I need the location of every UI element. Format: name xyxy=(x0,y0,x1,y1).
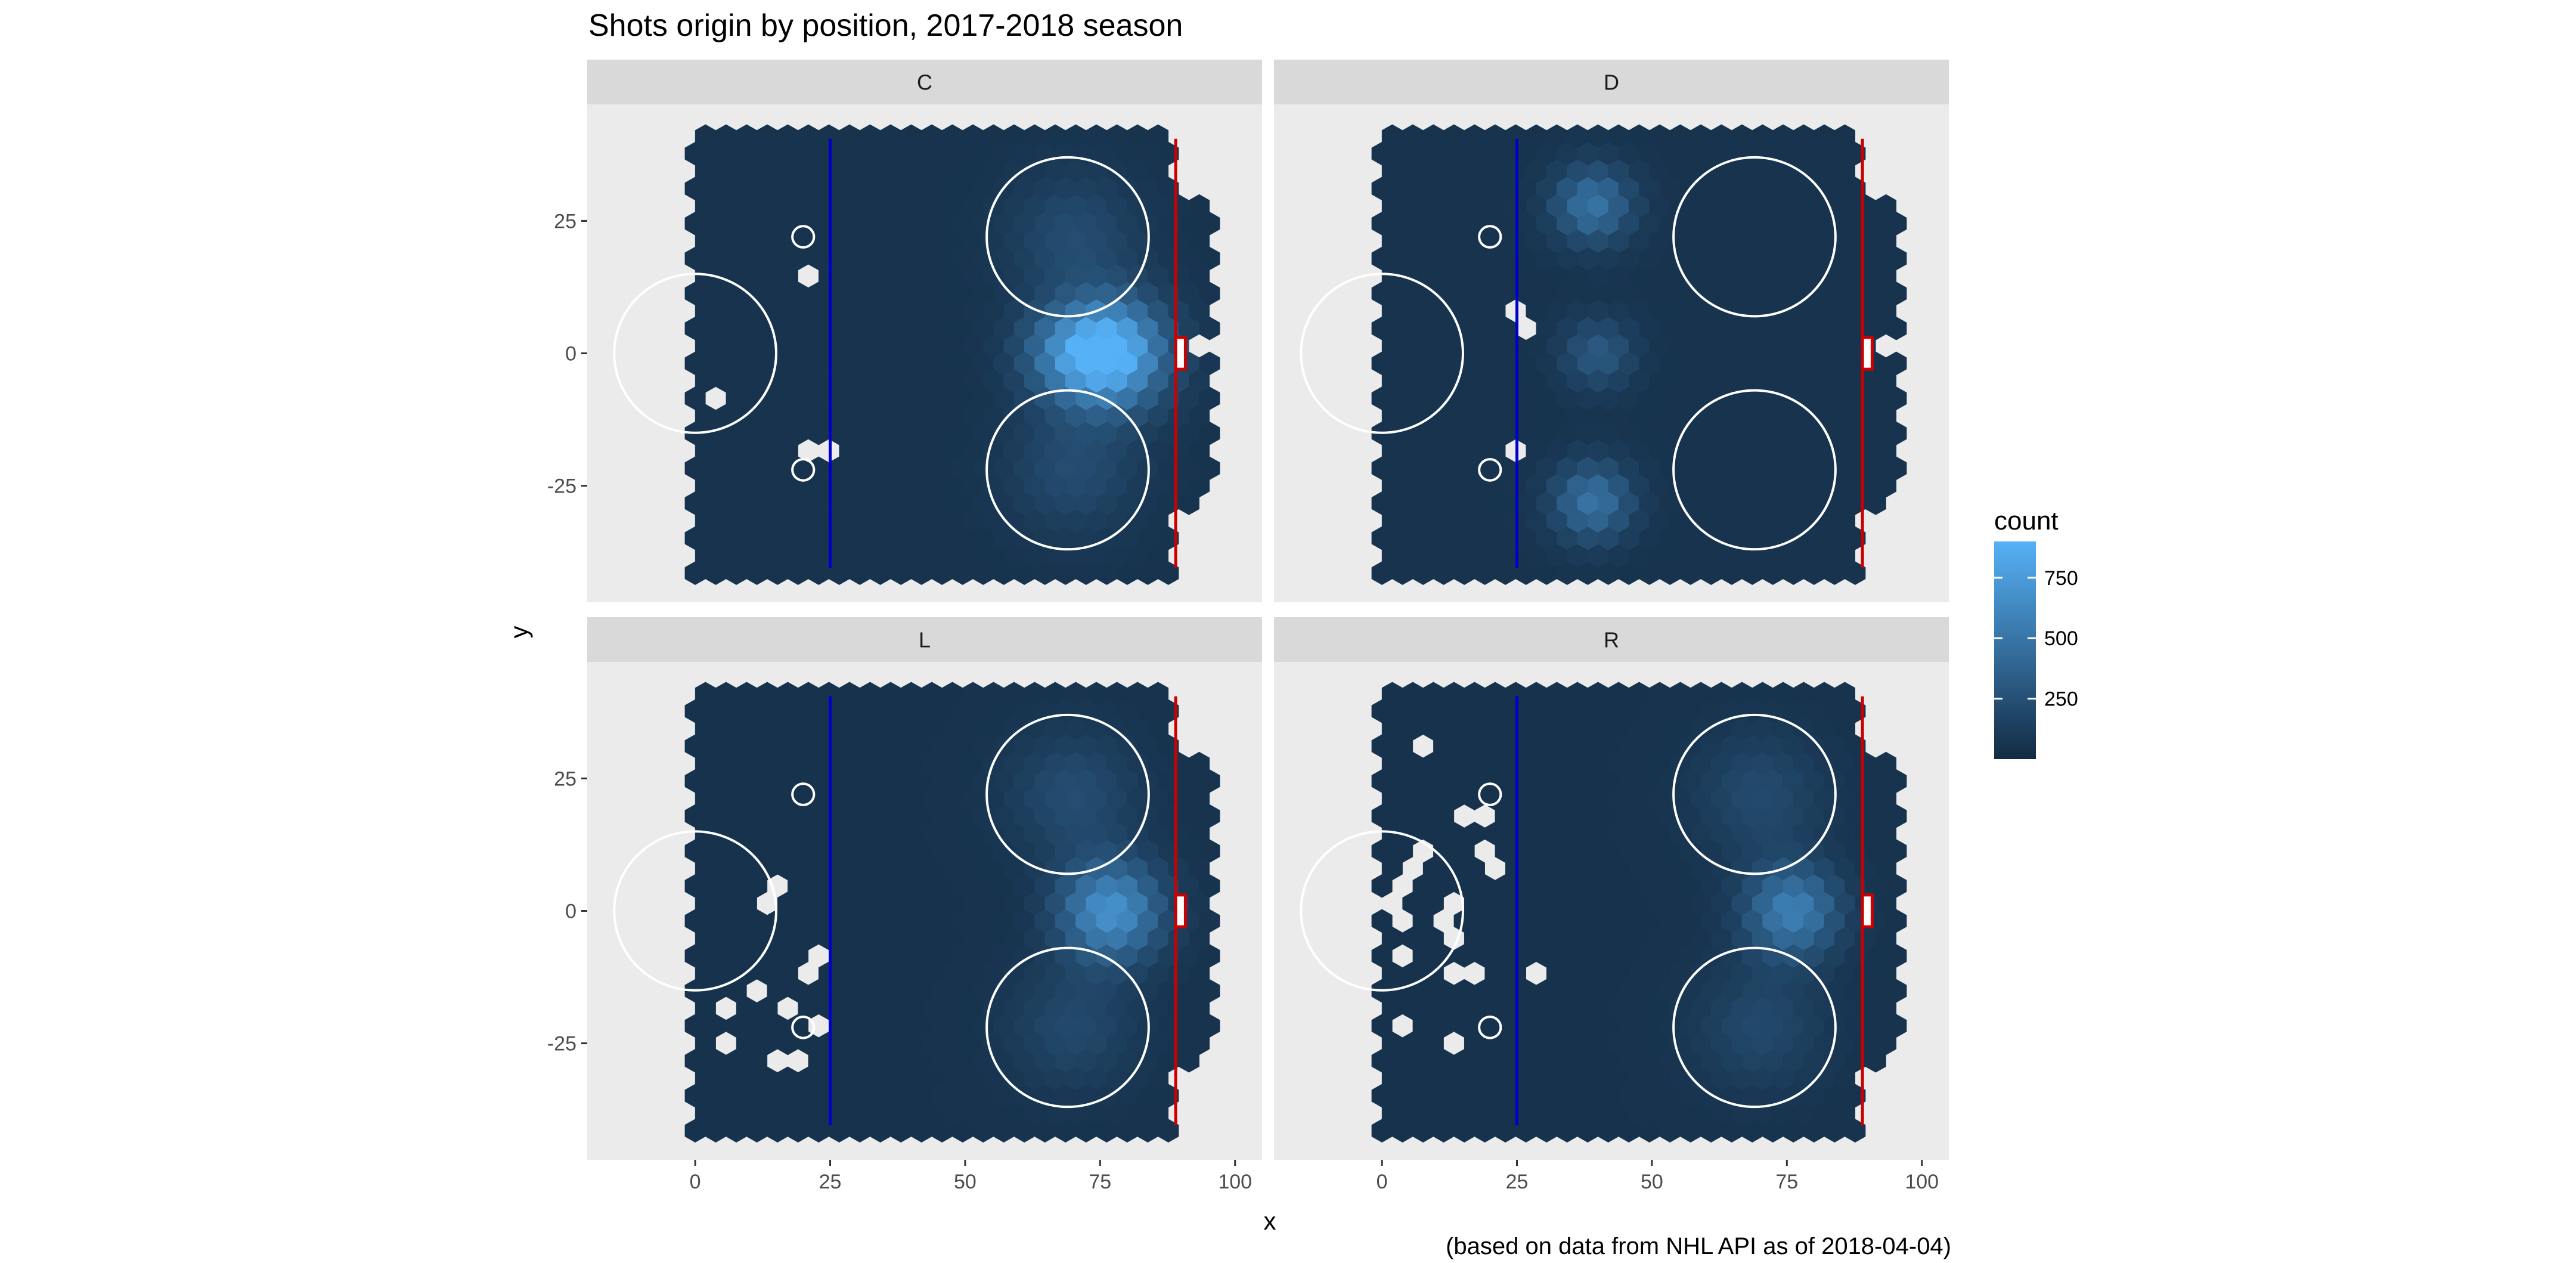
x-axis-label: x xyxy=(1264,1207,1276,1235)
x-tick-label: 25 xyxy=(1506,1171,1529,1193)
facet-strip xyxy=(587,60,1262,104)
facet-strip-label: C xyxy=(917,70,932,95)
hexbin-cell xyxy=(1199,351,1220,376)
x-tick-label: 100 xyxy=(1218,1171,1252,1193)
y-tick-label: 0 xyxy=(565,343,576,366)
facet-panel-c: C -25 0 25 xyxy=(547,60,1262,602)
hexbin-layer xyxy=(684,124,1220,585)
x-tick-label: 25 xyxy=(819,1171,842,1193)
faceoff-circle xyxy=(985,389,1150,551)
x-tick-label: 50 xyxy=(1641,1171,1663,1193)
facet-strip-label: R xyxy=(1604,628,1619,652)
faceoff-dot xyxy=(791,225,816,249)
y-tick-label: -25 xyxy=(547,1033,576,1055)
legend-tick-label: 250 xyxy=(2044,688,2078,711)
faceoff-dot xyxy=(791,458,816,482)
y-tick-label: 25 xyxy=(554,210,576,233)
hexbin-cell xyxy=(1189,194,1210,218)
y-tick-label: 0 xyxy=(565,900,576,923)
x-tick-label: 50 xyxy=(954,1171,977,1193)
goal-crease xyxy=(1861,893,1874,928)
legend: count 250 500 750 xyxy=(1994,506,2078,759)
y-tick-label: -25 xyxy=(547,475,576,498)
facet-panel-d: D xyxy=(1274,60,1949,602)
center-circle xyxy=(613,273,777,434)
x-tick-label: 100 xyxy=(1905,1171,1939,1193)
legend-tick-label: 500 xyxy=(2044,627,2078,650)
facet-strip xyxy=(1274,60,1949,104)
chart-title: Shots origin by position, 2017-2018 seas… xyxy=(588,8,1183,43)
goal-crease xyxy=(1174,336,1187,371)
legend-title: count xyxy=(1994,506,2059,535)
x-tick-label: 0 xyxy=(1377,1171,1388,1193)
x-tick-label: 0 xyxy=(690,1171,701,1193)
x-tick-label: 75 xyxy=(1775,1171,1798,1193)
goal-crease xyxy=(1861,336,1874,371)
x-tick-label: 75 xyxy=(1089,1171,1111,1193)
goal-crease xyxy=(1174,893,1187,928)
hexbin-cell xyxy=(1148,124,1169,148)
rink-markings xyxy=(613,138,1187,568)
legend-tick-label: 750 xyxy=(2044,567,2078,590)
facet-strip-label: D xyxy=(1604,70,1619,95)
chart-caption: (based on data from NHL API as of 2018-0… xyxy=(1446,1233,1951,1259)
facet-strip-label: L xyxy=(919,628,931,652)
legend-colorbar xyxy=(1994,541,2036,759)
y-tick-label: 25 xyxy=(554,767,576,790)
hexbin-layer xyxy=(1371,124,1907,585)
facet-panel-l: L -25 0 25 0 25 50 75 100 xyxy=(547,617,1262,1193)
facet-panel-r: R 0 25 50 75 100 xyxy=(1274,617,1949,1193)
y-axis-label: y xyxy=(505,626,533,639)
faceoff-circle xyxy=(985,156,1150,318)
